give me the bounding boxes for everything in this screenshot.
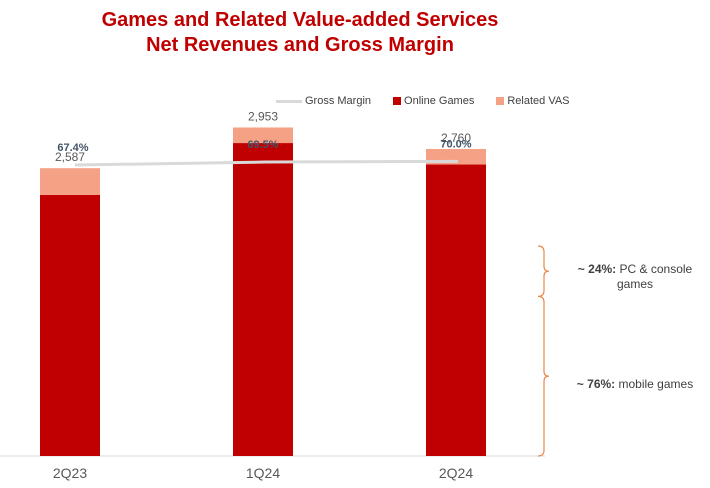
bar-online-games-2q24 (426, 164, 486, 456)
legend-line-swatch (276, 99, 302, 103)
mobile-games-brace (537, 295, 550, 457)
gross-margin-label-2q24: 70.0% (440, 138, 471, 150)
legend-swatch-online-games (393, 97, 402, 105)
gross-margin-label-2q23: 67.4% (57, 142, 88, 154)
mobile-share-label: ~ 76%: mobile games (560, 377, 710, 392)
bar-online-games-2q23 (40, 194, 100, 457)
x-tick-label-1q24: 1Q24 (246, 465, 280, 481)
total-label-2q23: 2,587 (55, 150, 85, 164)
gross-margin-label-1q24: 69.5% (247, 139, 278, 151)
mobile-share-text: mobile games (618, 377, 694, 391)
legend-item-related-vas: Related VAS (496, 95, 570, 107)
legend-item-online-games: Online Games (393, 95, 474, 107)
bar-related-vas-1q24 (233, 127, 293, 144)
legend-label-gross-margin: Gross Margin (305, 95, 372, 107)
title-line-2: Net Revenues and Gross Margin (146, 34, 454, 56)
x-tick-label-2q23: 2Q23 (53, 465, 87, 481)
pc-console-brace (537, 245, 550, 297)
chart-title: Games and Related Value-added Services N… (0, 8, 600, 58)
title-line-1: Games and Related Value-added Services (101, 9, 499, 31)
legend-label-related-vas: Related VAS (507, 95, 570, 107)
legend-item-gross-margin: Gross Margin (276, 95, 371, 107)
x-tick-label-2q24: 2Q24 (439, 465, 473, 481)
bar-online-games-1q24 (233, 143, 293, 456)
bar-related-vas-2q23 (40, 168, 100, 195)
total-label-2q24: 2,760 (441, 131, 471, 145)
pc-share-text: PC & console games (616, 262, 693, 291)
gross-margin-line (74, 159, 459, 167)
total-label-1q24: 2,953 (248, 109, 278, 123)
mobile-share-percent: ~ 76%: (576, 377, 616, 391)
pc-share-percent: ~ 24%: (577, 262, 617, 276)
legend-swatch-related-vas (496, 97, 505, 105)
legend-label-online-games: Online Games (404, 95, 475, 107)
pc-console-share-label: ~ 24%: PC & console games (560, 262, 710, 292)
legend: Gross Margin Online Games Related VAS (276, 93, 592, 109)
